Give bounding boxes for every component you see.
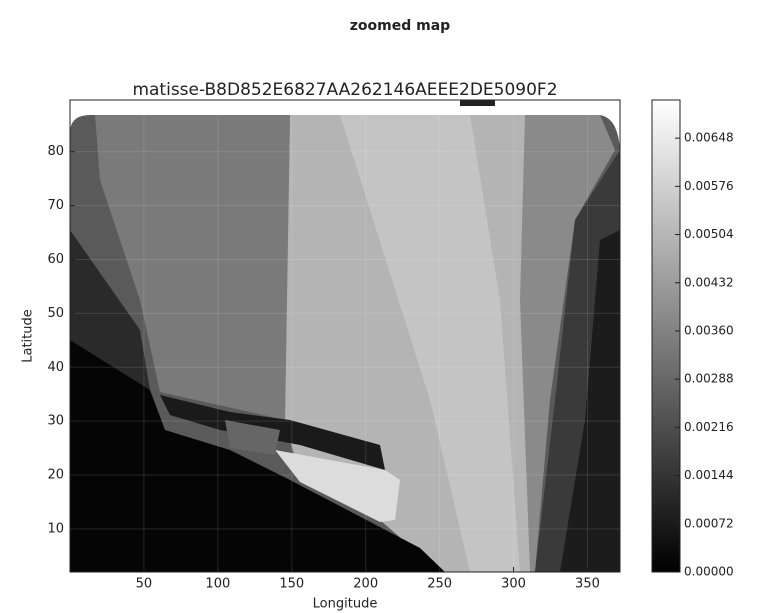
plot-frame [69,99,621,573]
colorbar-tick-label: 0.00288 [684,372,734,386]
y-tick-label: 10 [47,521,64,536]
colorbar-tick-label: 0.00432 [684,275,734,289]
x-tick-label: 100 [205,577,230,592]
chart-title: zoomed map [350,18,450,34]
x-tick-label: 300 [501,577,526,592]
y-tick-label: 50 [47,306,64,321]
y-tick-label: 70 [47,198,64,213]
y-tick-label: 40 [47,360,64,375]
y-tick-label: 20 [47,468,64,483]
x-axis-label: Longitude [313,597,378,612]
map-image [70,100,620,572]
x-tick-label: 350 [575,577,600,592]
y-tick-label: 30 [47,414,64,429]
colorbar-tick-label: 0.00072 [684,516,734,530]
colorbar-tick-label: 0.00576 [684,179,734,193]
x-tick-label: 50 [136,577,153,592]
y-tick-label: 80 [47,144,64,159]
x-tick-label: 200 [353,577,378,592]
colorbar-tick-label: 0.00000 [684,565,734,579]
x-tick-label: 150 [279,577,304,592]
colorbar-tick-label: 0.00504 [684,227,734,241]
chart-subtitle: matisse-B8D852E6827AA262146AEEE2DE5090F2 [132,80,557,100]
y-axis-label: Latitude [21,309,36,363]
colorbar-tick-label: 0.00216 [684,420,734,434]
colorbar-tick-label: 0.00144 [684,468,734,482]
x-tick-label: 250 [427,577,452,592]
colorbar-tick-label: 0.00648 [684,131,734,145]
colorbar-tick-label: 0.00360 [684,323,734,337]
y-tick-label: 60 [47,252,64,267]
colorbar [651,99,681,573]
